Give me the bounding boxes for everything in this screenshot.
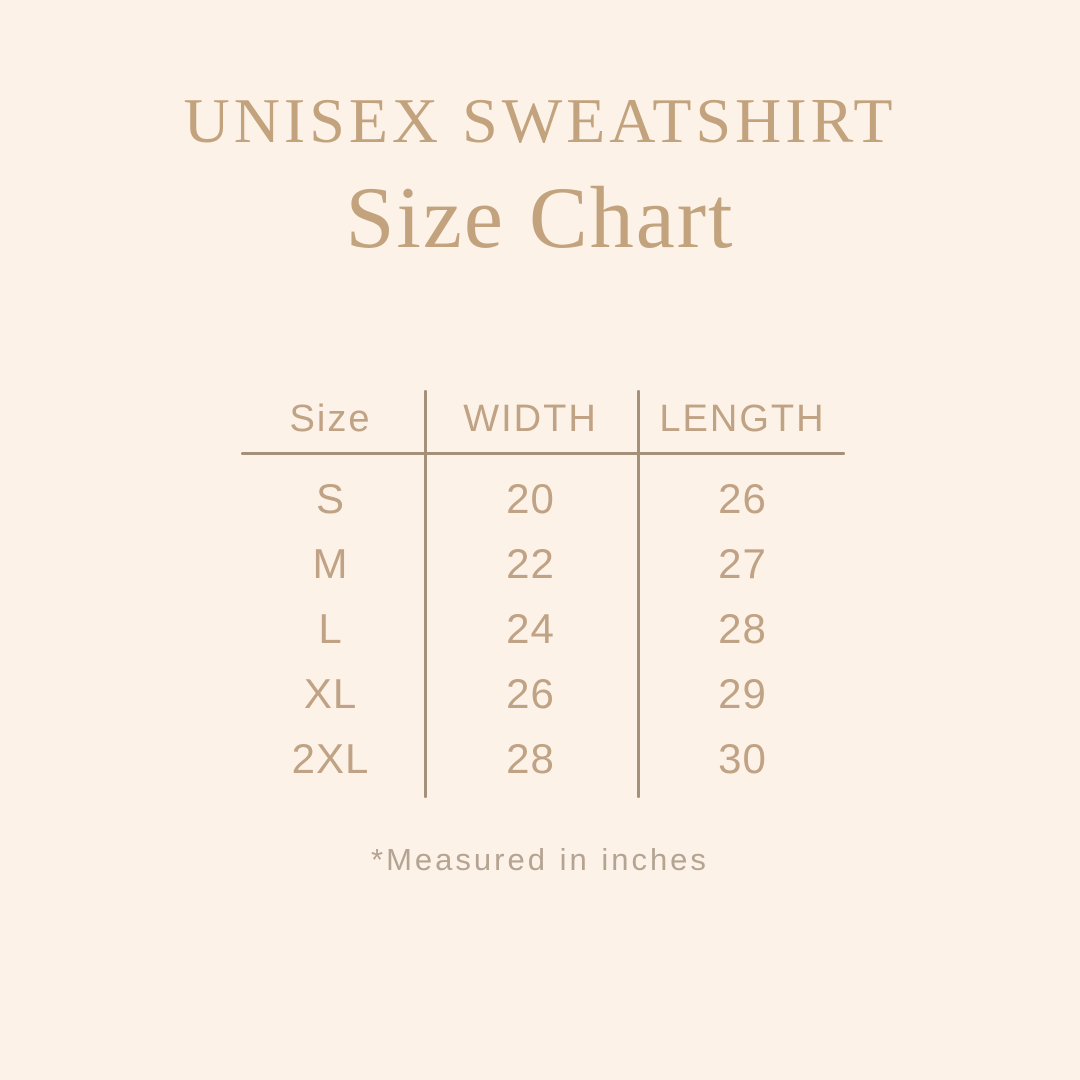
size-cell: L xyxy=(318,604,343,652)
length-cell: 30 xyxy=(718,734,767,782)
table-row: M 22 27 xyxy=(237,531,848,596)
size-cell: 2XL xyxy=(291,734,370,782)
width-cell: 24 xyxy=(506,604,555,652)
size-cell: S xyxy=(315,474,345,522)
length-cell: 26 xyxy=(718,474,767,522)
width-cell: 20 xyxy=(506,474,555,522)
page-subtitle: Size Chart xyxy=(345,170,735,267)
table-row: 2XL 28 30 xyxy=(237,726,848,791)
table-body: S 20 26 M 22 27 L 24 28 XL 26 29 2XL 28 … xyxy=(237,466,848,791)
column-header-width: WIDTH xyxy=(463,397,598,440)
table-row: S 20 26 xyxy=(237,466,848,531)
table-header-row: Size WIDTH LENGTH xyxy=(237,386,848,452)
width-cell: 28 xyxy=(506,734,555,782)
column-header-size: Size xyxy=(289,397,372,440)
width-cell: 22 xyxy=(506,539,555,587)
page-title: UNISEX SWEATSHIRT xyxy=(183,85,897,156)
header-divider-line xyxy=(241,452,845,455)
length-cell: 29 xyxy=(718,669,767,717)
size-cell: XL xyxy=(303,669,358,717)
length-cell: 28 xyxy=(718,604,767,652)
column-header-length: LENGTH xyxy=(659,397,826,440)
column-divider-left xyxy=(424,390,427,798)
measurement-footnote: *Measured in inches xyxy=(371,842,709,877)
length-cell: 27 xyxy=(718,539,767,587)
size-chart-table: Size WIDTH LENGTH S 20 26 M 22 27 L 24 2… xyxy=(237,386,848,806)
table-row: L 24 28 xyxy=(237,596,848,661)
table-row: XL 26 29 xyxy=(237,661,848,726)
width-cell: 26 xyxy=(506,669,555,717)
column-divider-right xyxy=(637,390,640,798)
size-cell: M xyxy=(312,539,349,587)
